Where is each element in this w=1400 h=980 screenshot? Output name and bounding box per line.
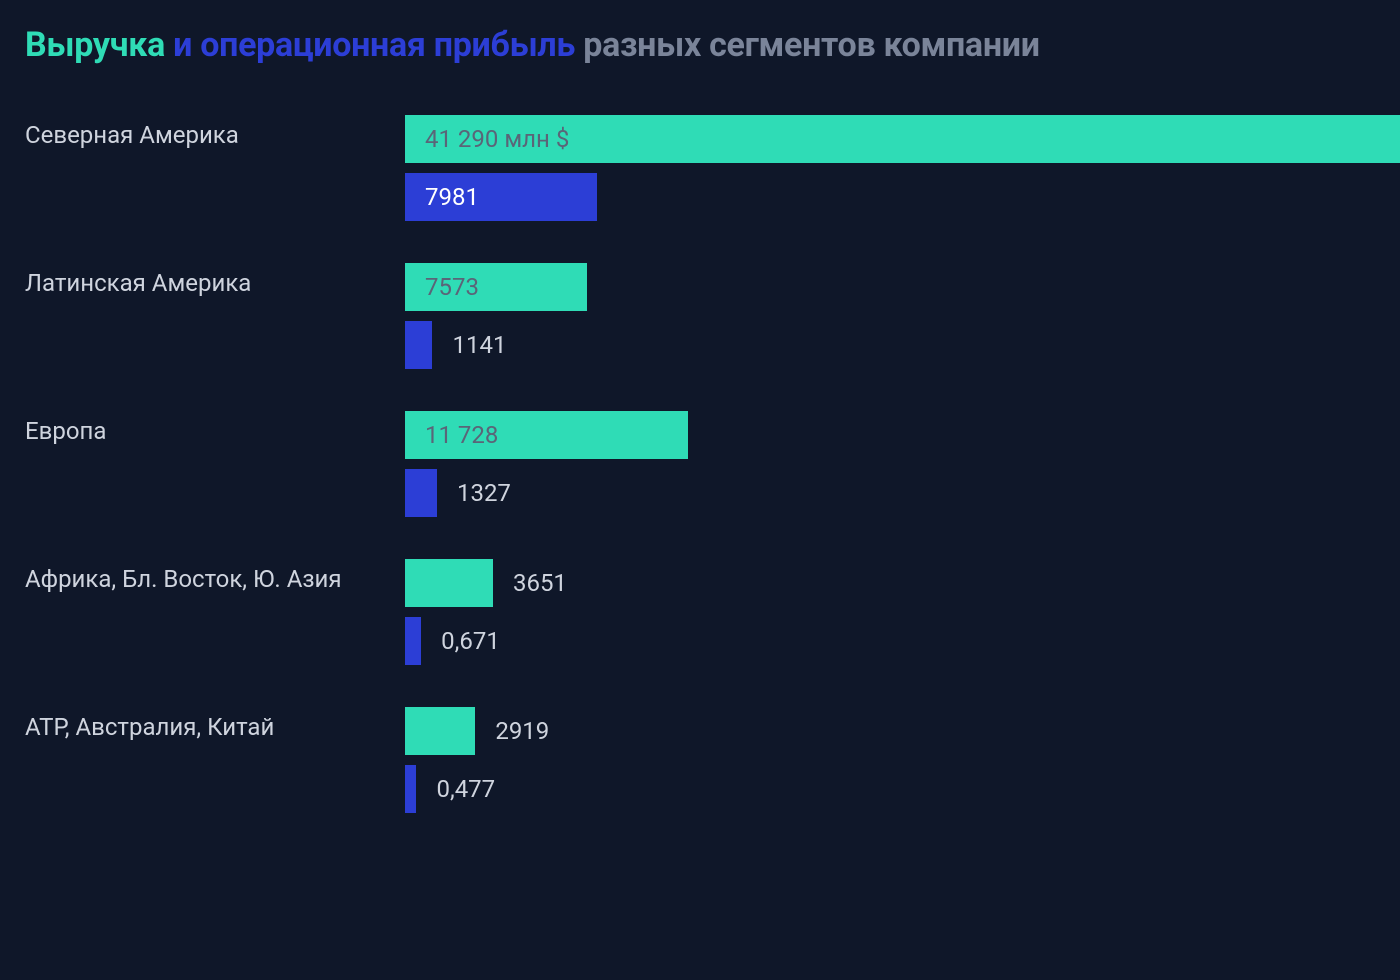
profit-value-label: 1327 [457,479,511,507]
revenue-bar-wrapper: 2919 [405,707,1400,755]
profit-bar-wrapper: 1141 [405,321,1400,369]
profit-bar-wrapper: 0,671 [405,617,1400,665]
bars-column: 3651 0,671 [405,559,1400,665]
title-profit-phrase: и операционная прибыль [165,25,575,65]
profit-bar-wrapper: 1327 [405,469,1400,517]
chart-title: Выручка и операционная прибыль разных се… [25,25,1400,65]
profit-bar [405,469,437,517]
revenue-bar-wrapper: 11 728 [405,411,1400,459]
segment-bar-chart: Северная Америка 41 290 млн $ 7981 Латинска… [25,115,1400,813]
profit-bar-wrapper: 0,477 [405,765,1400,813]
profit-value-label: 7981 [425,183,479,211]
title-rest: разных сегментов компании [575,25,1040,65]
chart-row: Европа 11 728 1327 [25,411,1400,517]
profit-value-label: 0,671 [441,627,500,655]
segment-label: Европа [25,411,405,445]
segment-label: АТР, Австралия, Китай [25,707,405,741]
revenue-bar-wrapper: 41 290 млн $ [405,115,1400,163]
revenue-bar-wrapper: 7573 [405,263,1400,311]
revenue-value-label: 2919 [495,717,549,745]
profit-bar [405,765,416,813]
segment-label: Северная Америка [25,115,405,149]
bars-column: 2919 0,477 [405,707,1400,813]
revenue-value-label: 41 290 млн $ [425,125,569,153]
bars-column: 41 290 млн $ 7981 [405,115,1400,221]
segment-label: Африка, Бл. Восток, Ю. Азия [25,559,405,593]
chart-row: Африка, Бл. Восток, Ю. Азия 3651 0,671 [25,559,1400,665]
segment-label: Латинская Америка [25,263,405,297]
chart-row: АТР, Австралия, Китай 2919 0,477 [25,707,1400,813]
revenue-bar [405,559,493,607]
profit-bar [405,617,421,665]
profit-bar [405,321,432,369]
profit-bar-wrapper: 7981 [405,173,1400,221]
bars-column: 11 728 1327 [405,411,1400,517]
revenue-value-label: 11 728 [425,421,498,449]
revenue-value-label: 3651 [513,569,567,597]
revenue-bar-wrapper: 3651 [405,559,1400,607]
revenue-value-label: 7573 [425,273,479,301]
title-revenue-word: Выручка [25,25,165,65]
chart-row: Северная Америка 41 290 млн $ 7981 [25,115,1400,221]
revenue-bar [405,707,475,755]
chart-row: Латинская Америка 7573 1141 [25,263,1400,369]
profit-value-label: 1141 [452,331,506,359]
profit-value-label: 0,477 [436,775,495,803]
bars-column: 7573 1141 [405,263,1400,369]
